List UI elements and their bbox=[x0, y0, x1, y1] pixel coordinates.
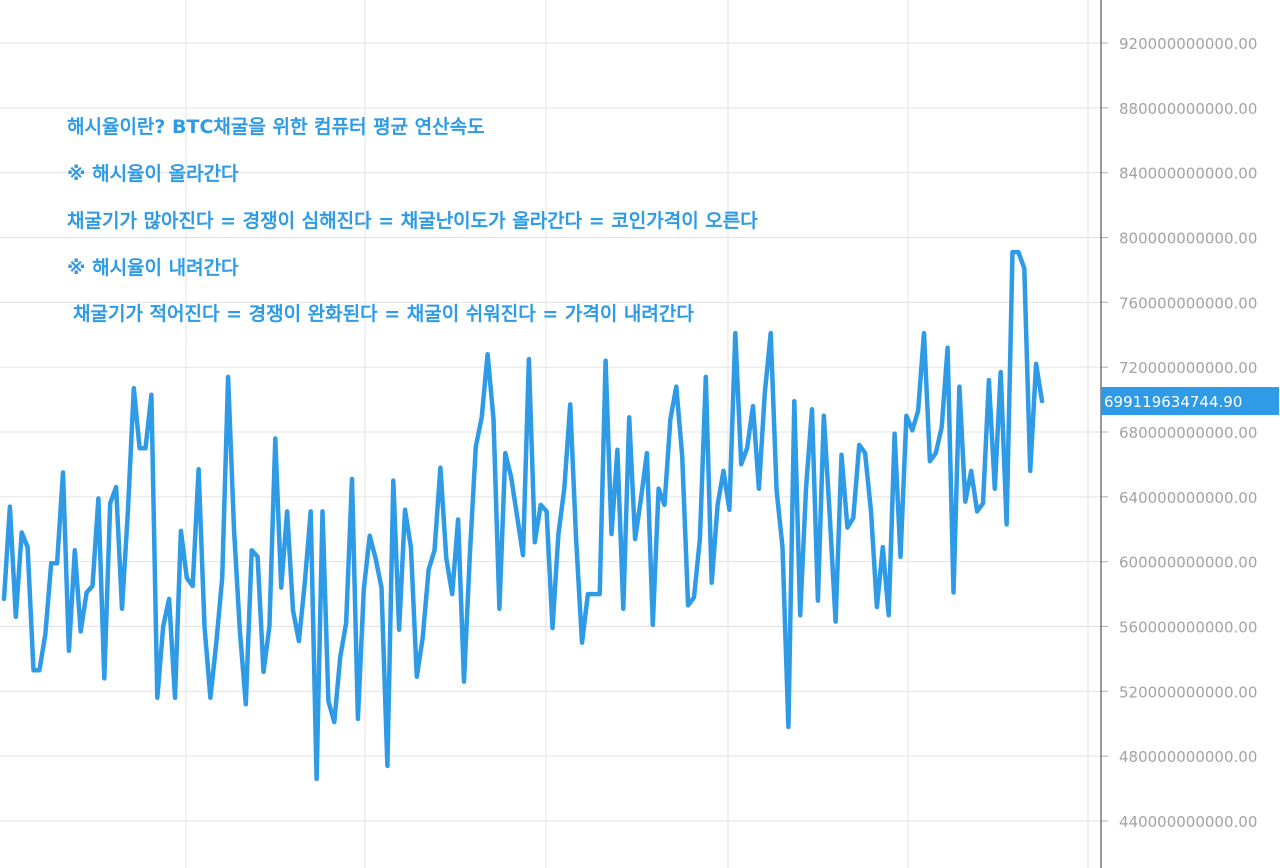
y-tick-label: 560000000000.00 bbox=[1119, 619, 1257, 637]
y-tick-label: 920000000000.00 bbox=[1119, 35, 1257, 53]
y-tick-label: 520000000000.00 bbox=[1119, 683, 1257, 701]
y-tick-label: 880000000000.00 bbox=[1119, 100, 1257, 118]
annotation-definition: 해시율이란? BTC채굴을 위한 컴퓨터 평균 연산속도 bbox=[67, 116, 485, 138]
y-tick-label: 680000000000.00 bbox=[1119, 424, 1257, 442]
y-tick-label: 760000000000.00 bbox=[1119, 294, 1257, 312]
last-value-badge bbox=[1101, 387, 1279, 416]
annotation-hashrate-down-effects: 채굴기가 적어진다 = 경쟁이 완화된다 = 채굴이 쉬워진다 = 가격이 내려… bbox=[73, 303, 694, 325]
y-tick-label: 800000000000.00 bbox=[1119, 230, 1257, 248]
annotation-hashrate-up-effects: 채굴기가 많아진다 = 경쟁이 심해진다 = 채굴난이도가 올라간다 = 코인가… bbox=[67, 210, 758, 232]
y-tick-label: 480000000000.00 bbox=[1119, 748, 1257, 766]
y-tick-label: 720000000000.00 bbox=[1119, 359, 1257, 377]
y-tick-label: 840000000000.00 bbox=[1119, 165, 1257, 183]
y-tick-label: 600000000000.00 bbox=[1119, 554, 1257, 572]
annotation-hashrate-down-heading: ※ 해시율이 내려간다 bbox=[67, 257, 239, 279]
y-tick-label: 440000000000.00 bbox=[1119, 813, 1257, 831]
annotation-hashrate-up-heading: ※ 해시율이 올라간다 bbox=[67, 163, 239, 185]
last-value-label: 699119634744.90 bbox=[1104, 393, 1242, 411]
y-tick-label: 640000000000.00 bbox=[1119, 489, 1257, 507]
hashrate-series-line bbox=[1, 249, 1045, 782]
